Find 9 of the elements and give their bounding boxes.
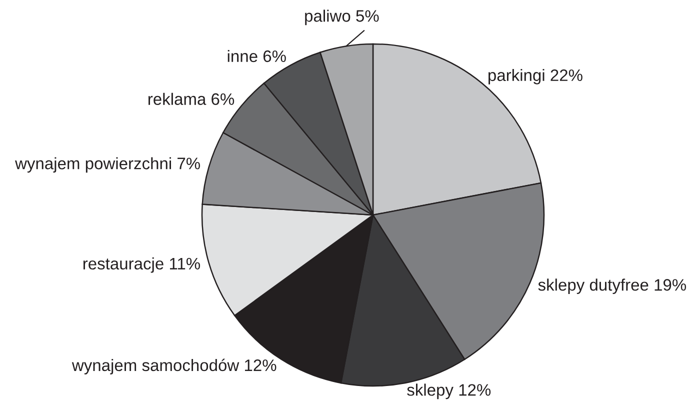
slice-label: paliwo 5% bbox=[305, 10, 379, 26]
slice-label: restauracje 11% bbox=[83, 257, 200, 273]
slice-label: wynajem samochodów 12% bbox=[72, 358, 276, 374]
slice-label: parkingi 22% bbox=[488, 68, 582, 84]
slice-label: sklepy dutyfree 19% bbox=[538, 278, 686, 294]
slice-label: sklepy 12% bbox=[407, 384, 491, 400]
slice-label: inne 6% bbox=[228, 50, 286, 62]
slice-label: reklama 6% bbox=[148, 92, 234, 105]
slice-label: wynajem powierzchni 7% bbox=[15, 157, 200, 173]
